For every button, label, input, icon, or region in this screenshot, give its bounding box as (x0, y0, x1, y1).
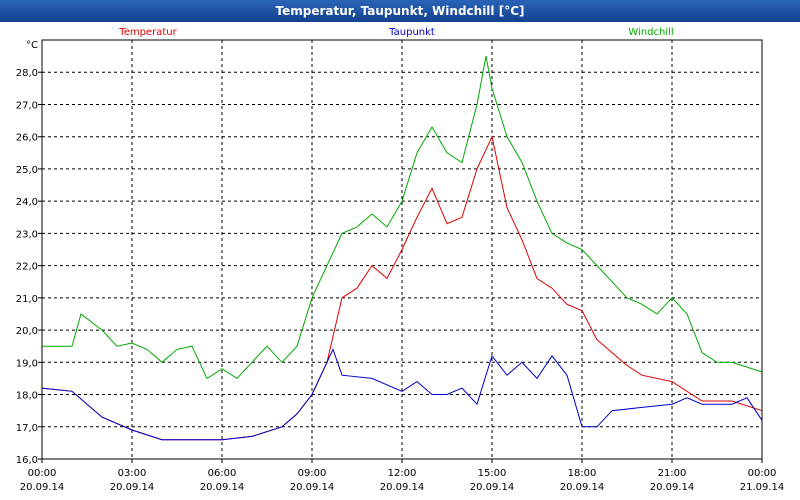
x-tick-time: 00:00 (28, 468, 57, 479)
x-tick-time: 00:00 (748, 468, 777, 479)
x-tick-date: 21.09.14 (740, 482, 785, 493)
y-axis-ticks: 16,0 17,0 18,0 19,0 20,0 21,0 22,0 23,0 24,0 25,0… (16, 68, 42, 466)
legend: Temperatur Taupunkt Windchill (118, 27, 673, 38)
y-tick-label: 23,0 (16, 229, 38, 240)
x-tick-time: 18:00 (568, 468, 597, 479)
legend-windchill: Windchill (628, 27, 673, 38)
x-axis-ticks: 00:00 20.09.14 03:00 20.09.14 06:00 20.09.14 0… (20, 459, 785, 493)
series-line-taupunkt (41, 348, 763, 441)
x-tick-time: 21:00 (658, 468, 687, 479)
y-tick-label: 18,0 (16, 391, 38, 402)
x-tick-time: 09:00 (298, 468, 327, 479)
x-tick-date: 20.09.14 (290, 482, 335, 493)
x-tick-time: 12:00 (388, 468, 417, 479)
y-tick-label: 27,0 (16, 100, 38, 111)
legend-temperatur: Temperatur (118, 27, 177, 38)
y-tick-label: 16,0 (16, 455, 38, 466)
y-tick-label: 26,0 (16, 133, 38, 144)
y-tick-label: 21,0 (16, 294, 38, 305)
line-chart: 16,0 17,0 18,0 19,0 20,0 21,0 22,0 23,0 24,0 25,0… (16, 27, 785, 493)
x-tick-time: 03:00 (118, 468, 147, 479)
grid-lines (42, 40, 762, 459)
legend-taupunkt: Taupunkt (388, 27, 435, 38)
y-tick-label: 24,0 (16, 197, 38, 208)
window-title: Temperatur, Taupunkt, Windchill [°C] (0, 0, 800, 22)
y-tick-label: 22,0 (16, 262, 38, 273)
y-tick-label: 19,0 (16, 358, 38, 369)
x-tick-date: 20.09.14 (380, 482, 425, 493)
y-axis-unit-label: °C (26, 40, 38, 51)
x-tick-date: 20.09.14 (110, 482, 155, 493)
y-tick-label: 17,0 (16, 423, 38, 434)
y-tick-label: 28,0 (16, 68, 38, 79)
x-tick-date: 20.09.14 (20, 482, 65, 493)
x-tick-time: 15:00 (478, 468, 507, 479)
series-lines (41, 56, 763, 441)
series-line-windchill (42, 56, 763, 380)
x-tick-date: 20.09.14 (650, 482, 695, 493)
x-tick-date: 20.09.14 (470, 482, 515, 493)
x-tick-date: 20.09.14 (200, 482, 245, 493)
x-tick-date: 20.09.14 (560, 482, 605, 493)
y-tick-label: 20,0 (16, 326, 38, 337)
y-tick-label: 25,0 (16, 165, 38, 176)
x-tick-time: 06:00 (208, 468, 237, 479)
